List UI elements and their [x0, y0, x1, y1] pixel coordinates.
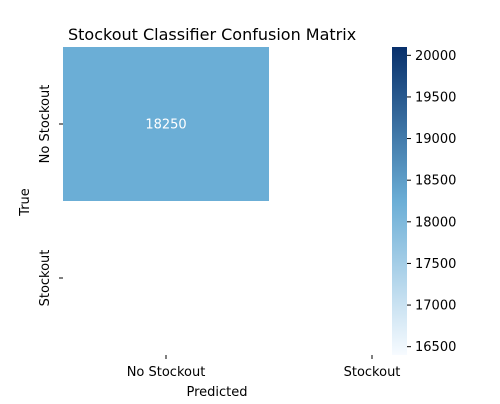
- colorbar-tick-label: 16500: [415, 340, 456, 355]
- chart-title: Stockout Classifier Confusion Matrix: [68, 25, 356, 44]
- colorbar-tick-label: 18500: [415, 174, 456, 189]
- colorbar-tick-label: 18000: [415, 215, 456, 230]
- colorbar-tick-label: 19500: [415, 90, 456, 105]
- y-tick-label: No Stockout: [38, 85, 53, 164]
- x-tick-label: Stockout: [344, 365, 401, 380]
- heatmap-cell-1-1: [269, 201, 475, 355]
- y-tick-label: Stockout: [38, 250, 53, 307]
- x-tick-label: No Stockout: [127, 365, 206, 380]
- colorbar: [392, 47, 407, 355]
- y-axis-label: True: [18, 188, 33, 217]
- x-axis-ticks: No Stockout Stockout: [127, 355, 401, 380]
- cell-value-label: 18250: [145, 118, 186, 133]
- heatmap-cell-0-0: [63, 47, 269, 201]
- heatmap-cell-0-1: [269, 47, 475, 201]
- y-axis-ticks: No Stockout Stockout: [38, 85, 63, 307]
- colorbar-tick-label: 17000: [415, 299, 456, 314]
- heatmap-cell-1-0: [63, 201, 269, 355]
- colorbar-tick-label: 19000: [415, 132, 456, 147]
- colorbar-tick-label: 17500: [415, 257, 456, 272]
- colorbar-ticks: 16500 17000 17500 18000 18500 19000 19500 20000: [407, 49, 456, 355]
- colorbar-tick-label: 20000: [415, 49, 456, 64]
- x-axis-label: Predicted: [186, 385, 247, 400]
- heatmap-cells: 18250: [63, 47, 475, 355]
